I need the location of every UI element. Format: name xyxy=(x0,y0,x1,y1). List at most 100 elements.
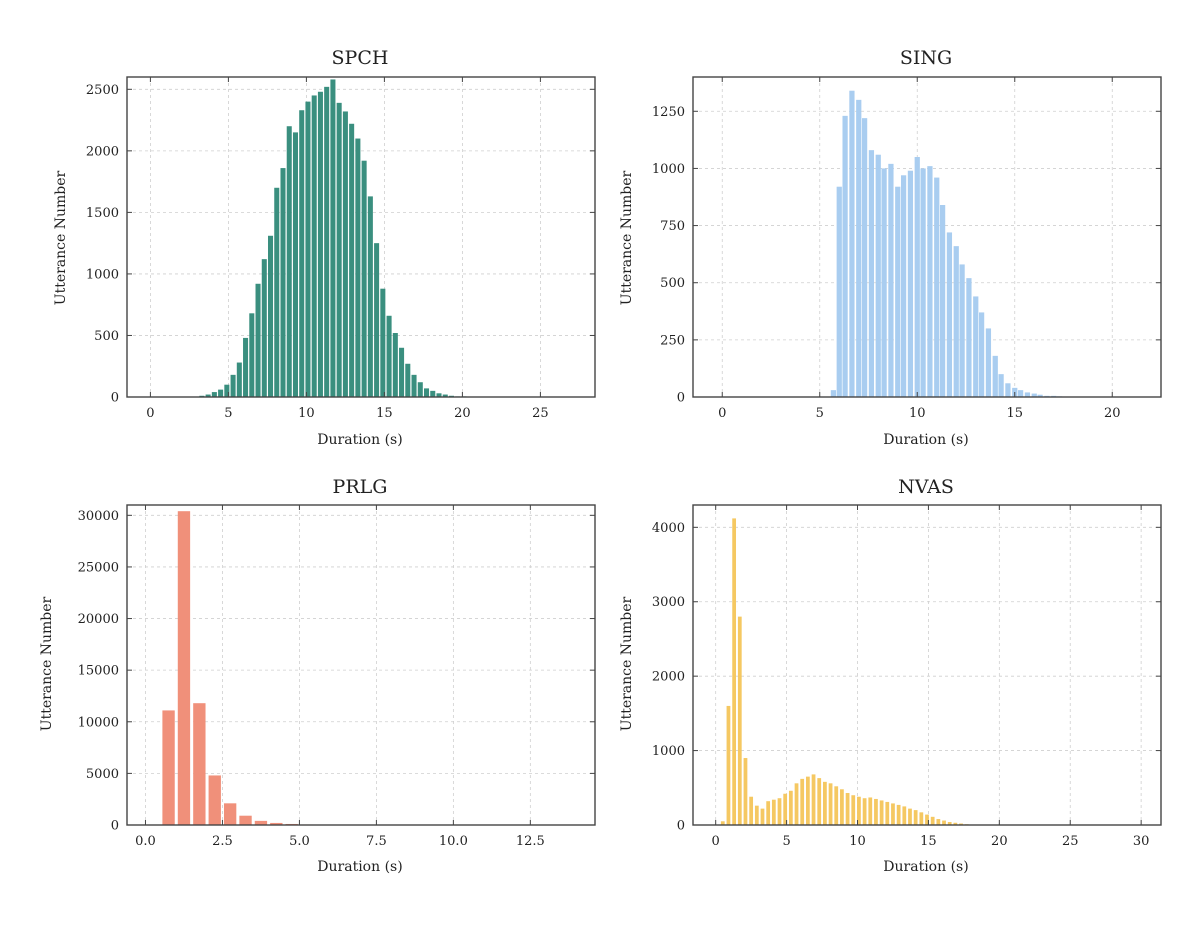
sing-ytick-label: 750 xyxy=(660,219,685,234)
nvas-ylabel: Utterance Number xyxy=(619,596,635,731)
prlg-bar xyxy=(254,820,268,825)
spch-bar xyxy=(436,393,442,397)
spch-ytick-label: 1500 xyxy=(86,206,119,221)
sing-bar xyxy=(868,150,875,397)
nvas-ytick-label: 2000 xyxy=(652,670,685,685)
prlg-title: PRLG xyxy=(333,476,388,498)
nvas-bar xyxy=(760,808,765,825)
spch-bar xyxy=(317,91,323,398)
prlg-bar xyxy=(270,822,283,825)
spch-bar xyxy=(255,283,261,397)
sing-bar xyxy=(992,355,998,397)
sing-bar xyxy=(888,163,894,397)
spch-bar xyxy=(236,362,242,397)
spch-bar xyxy=(380,288,386,397)
sing-bar xyxy=(830,390,837,397)
spch-bar xyxy=(261,259,267,397)
nvas-bar xyxy=(766,801,771,825)
spch-xtick-label: 15 xyxy=(376,406,393,421)
nvas-ytick-label: 0 xyxy=(677,819,685,834)
nvas-bar xyxy=(959,823,963,825)
sing-bar xyxy=(842,115,848,397)
nvas-bar xyxy=(930,816,935,825)
sing-xtick-label: 20 xyxy=(1104,406,1121,421)
prlg-ylabel: Utterance Number xyxy=(39,596,55,731)
spch-bar xyxy=(205,394,211,397)
nvas-bar xyxy=(732,518,737,825)
spch-ylabel: Utterance Number xyxy=(53,170,69,305)
nvas-xtick-label: 20 xyxy=(991,834,1008,849)
sing-bar xyxy=(861,118,868,398)
sing-xtick-label: 10 xyxy=(909,406,926,421)
sing-bar xyxy=(966,278,972,397)
nvas-bar xyxy=(754,805,759,825)
nvas-bar xyxy=(874,798,878,825)
nvas-bar xyxy=(720,821,725,825)
spch-bar xyxy=(224,384,230,397)
nvas-bar xyxy=(919,812,924,825)
prlg-xlabel: Duration (s) xyxy=(317,859,402,875)
sing-bar xyxy=(1037,394,1043,397)
nvas-bar xyxy=(840,789,844,825)
sing-bar xyxy=(836,186,842,397)
prlg-xtick-label: 7.5 xyxy=(366,834,387,849)
sing-axes-frame xyxy=(692,76,1162,398)
nvas-xlabel: Duration (s) xyxy=(883,859,968,875)
sing-ytick-label: 1000 xyxy=(652,162,685,177)
spch-bar xyxy=(442,394,448,397)
prlg-ytick-label: 20000 xyxy=(78,612,119,627)
nvas-bar xyxy=(817,778,822,825)
prlg-ytick-label: 15000 xyxy=(78,664,119,679)
spch-xtick-label: 20 xyxy=(454,406,471,421)
nvas-bar xyxy=(936,819,941,825)
spch-bar xyxy=(430,390,436,397)
nvas-bar xyxy=(885,801,890,825)
spch-bar xyxy=(286,126,292,397)
sing-bar xyxy=(900,175,907,397)
nvas-bar xyxy=(743,758,748,825)
spch-bar xyxy=(349,123,355,398)
sing-xtick-label: 0 xyxy=(718,406,726,421)
spch-bar xyxy=(399,347,405,397)
spch-bar xyxy=(417,382,423,397)
nvas-bar xyxy=(783,793,788,825)
spch-bar xyxy=(243,337,249,397)
prlg-bar xyxy=(177,511,191,825)
nvas-bar xyxy=(771,799,776,825)
nvas-xtick-label: 10 xyxy=(849,834,866,849)
nvas-bar xyxy=(902,806,907,825)
nvas-bar xyxy=(862,798,867,825)
nvas-ytick-label: 1000 xyxy=(652,744,685,759)
spch-ytick-label: 1000 xyxy=(86,267,119,282)
nvas-bar xyxy=(879,800,884,825)
sing-ylabel: Utterance Number xyxy=(619,170,635,305)
nvas-bar xyxy=(868,797,873,825)
sing-ytick-label: 0 xyxy=(677,391,685,406)
subplot-sing: SING Duration (s) Utterance Number 0 5 10 1… xyxy=(619,47,1162,448)
sing-bar xyxy=(959,264,965,397)
sing-bar xyxy=(881,168,887,397)
spch-bar xyxy=(424,388,430,397)
nvas-bar xyxy=(805,776,810,825)
prlg-bar xyxy=(239,815,252,825)
sing-bar xyxy=(895,186,901,397)
spch-bar xyxy=(355,138,361,398)
prlg-xtick-label: 12.5 xyxy=(516,834,545,849)
sing-bar xyxy=(1031,393,1037,397)
spch-ytick-label: 0 xyxy=(111,391,119,406)
spch-bar xyxy=(374,243,380,397)
spch-bar xyxy=(292,132,298,397)
spch-bar xyxy=(330,79,336,397)
nvas-bar xyxy=(794,783,799,825)
nvas-xtick-label: 15 xyxy=(920,834,937,849)
prlg-ytick-label: 10000 xyxy=(78,715,119,730)
sing-bar xyxy=(920,168,926,397)
spch-bar xyxy=(386,315,392,397)
spch-bar xyxy=(336,102,342,397)
nvas-bar xyxy=(908,808,912,825)
spch-bar xyxy=(324,86,330,397)
nvas-bar xyxy=(896,804,901,825)
nvas-bar xyxy=(788,790,793,825)
spch-axes-frame xyxy=(126,76,596,398)
